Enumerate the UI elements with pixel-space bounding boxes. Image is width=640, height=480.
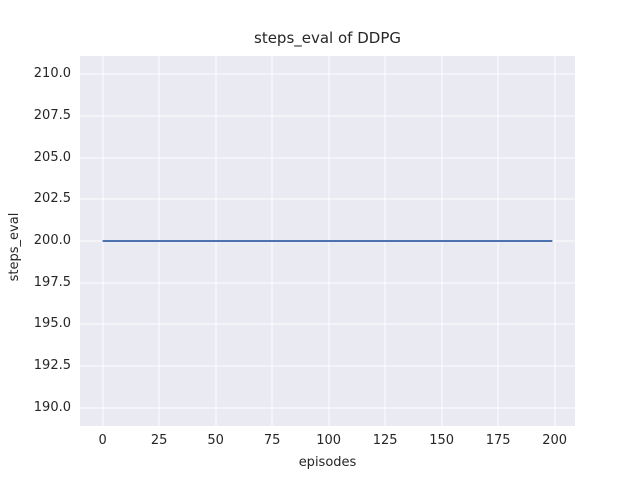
x-tick-label: 175 bbox=[485, 433, 511, 448]
chart-title: steps_eval of DDPG bbox=[254, 29, 401, 47]
y-tick-label: 200.0 bbox=[33, 233, 71, 248]
plot-area bbox=[80, 56, 575, 426]
x-tick-label: 0 bbox=[98, 433, 107, 448]
x-tick-label: 150 bbox=[429, 433, 455, 448]
y-tick-label: 190.0 bbox=[33, 399, 71, 415]
y-tick-label: 192.5 bbox=[33, 358, 71, 373]
x-tick-label: 125 bbox=[372, 433, 398, 448]
x-tick-label: 200 bbox=[542, 433, 568, 448]
y-gridline bbox=[80, 323, 575, 325]
y-gridline bbox=[80, 365, 575, 367]
x-tick-label: 50 bbox=[207, 433, 224, 448]
x-axis-label: episodes bbox=[298, 455, 357, 470]
y-gridline bbox=[80, 282, 575, 284]
y-tick-label: 202.5 bbox=[33, 191, 71, 207]
y-gridline bbox=[80, 157, 575, 159]
x-tick-label: 100 bbox=[316, 433, 342, 448]
y-tick-label: 205.0 bbox=[33, 149, 71, 165]
y-tick-label: 197.5 bbox=[33, 274, 71, 290]
y-tick-label: 207.5 bbox=[33, 108, 71, 123]
y-gridline bbox=[80, 198, 575, 200]
y-tick-label: 195.0 bbox=[33, 316, 71, 332]
y-gridline bbox=[80, 73, 575, 75]
y-tick-label: 210.0 bbox=[33, 66, 71, 82]
x-tick-label: 25 bbox=[150, 433, 168, 448]
y-gridline bbox=[80, 115, 575, 117]
x-tick-label: 75 bbox=[263, 433, 281, 448]
y-gridline bbox=[80, 407, 575, 409]
line-series-layer bbox=[80, 56, 575, 426]
